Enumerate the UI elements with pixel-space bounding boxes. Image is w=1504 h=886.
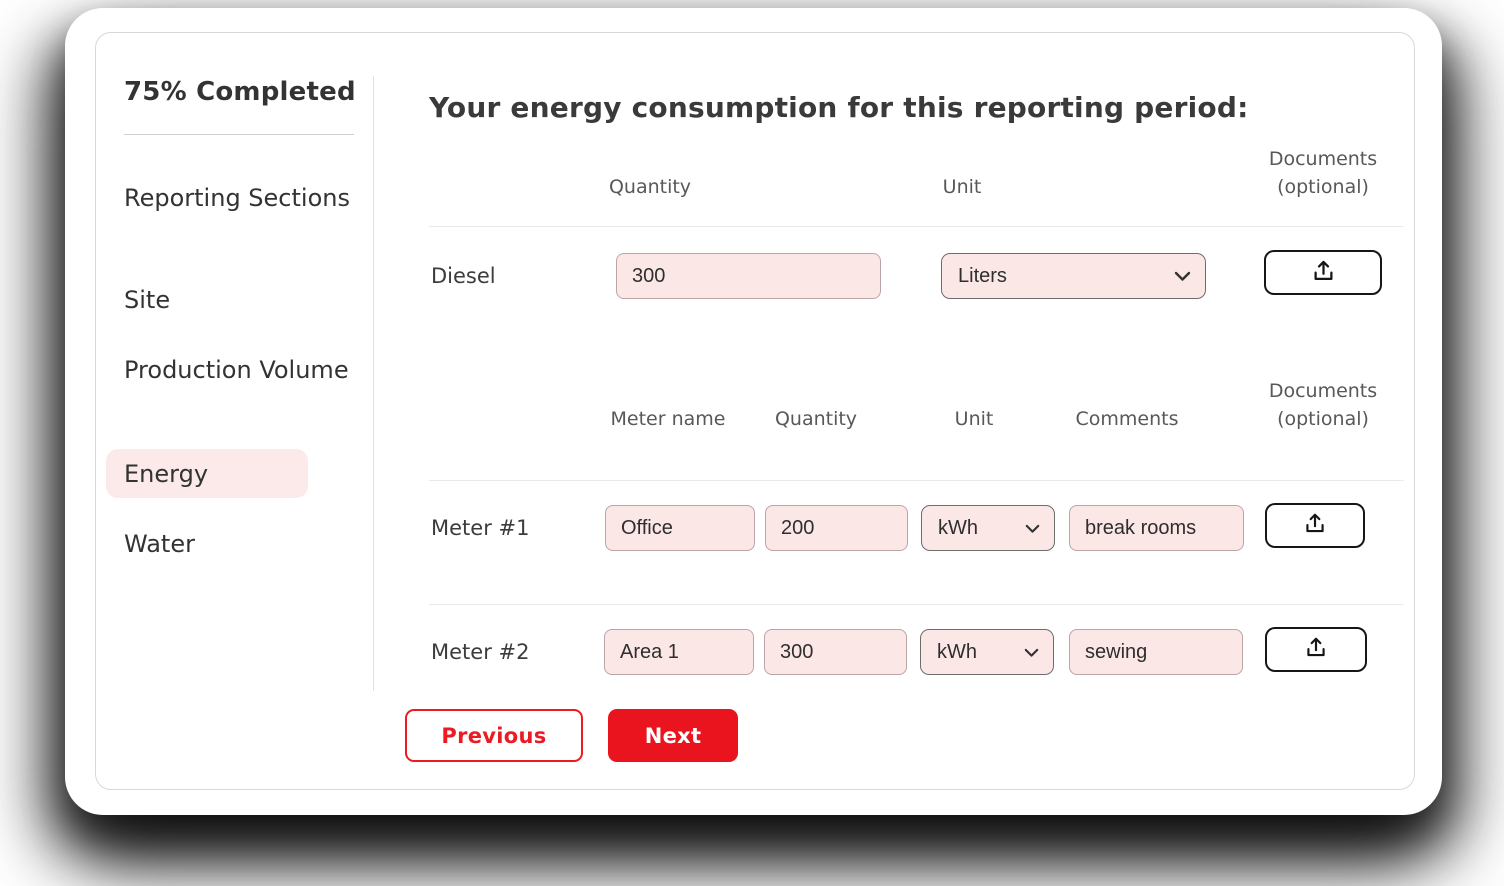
chevron-down-icon [1174, 267, 1191, 286]
sidebar-item-production-volume[interactable]: Production Volume [124, 356, 349, 384]
chevron-down-icon [1024, 643, 1039, 662]
sidebar-content-divider [373, 76, 374, 691]
meter-table-divider-2 [429, 604, 1404, 605]
upload-icon [1310, 258, 1337, 288]
sidebar-item-energy-label: Energy [124, 459, 209, 488]
diesel-quantity-input[interactable] [616, 253, 881, 299]
report-panel: 75% Completed Reporting Sections Site Pr… [95, 32, 1415, 790]
page-title: Your energy consumption for this reporti… [429, 91, 1249, 124]
meter1-unit-select-value: kWh [938, 516, 978, 539]
meter2-unit-select-value: kWh [937, 640, 977, 663]
chevron-down-icon [1025, 519, 1040, 538]
meter-header-comments: Comments [1075, 408, 1179, 430]
meter2-name-input[interactable] [604, 629, 754, 675]
meter2-upload-button[interactable] [1265, 627, 1367, 672]
meter1-comments-input[interactable] [1069, 505, 1244, 551]
meter-header-unit: Unit [954, 408, 994, 430]
progress-label: 75% Completed [124, 77, 356, 107]
previous-button[interactable]: Previous [405, 709, 583, 762]
fuel-header-unit: Unit [942, 176, 982, 198]
meter-header-documents-line2: (optional) [1277, 408, 1369, 430]
meter-header-name: Meter name [610, 408, 726, 430]
sidebar-item-site[interactable]: Site [124, 286, 171, 314]
meter-row-label: Meter #2 [431, 640, 530, 664]
upload-icon [1303, 635, 1329, 664]
sidebar-divider [124, 134, 354, 135]
meter-header-quantity: Quantity [774, 408, 858, 430]
fuel-header-documents-line1: Documents [1268, 148, 1378, 170]
meter1-upload-button[interactable] [1265, 503, 1365, 548]
diesel-unit-select-value: Liters [958, 264, 1007, 287]
fuel-header-quantity: Quantity [608, 176, 692, 198]
diesel-unit-select[interactable]: Liters [941, 253, 1206, 299]
fuel-header-documents: Documents (optional) [1269, 145, 1377, 201]
sidebar-item-water[interactable]: Water [124, 530, 195, 558]
sidebar-item-energy[interactable]: Energy [106, 449, 308, 498]
meter2-unit-select[interactable]: kWh [920, 629, 1054, 675]
meter1-quantity-input[interactable] [765, 505, 908, 551]
meter2-quantity-input[interactable] [764, 629, 907, 675]
fuel-table-divider [429, 226, 1404, 227]
diesel-upload-button[interactable] [1264, 250, 1382, 295]
meter2-comments-input[interactable] [1069, 629, 1243, 675]
meter1-unit-select[interactable]: kWh [921, 505, 1055, 551]
fuel-header-documents-line2: (optional) [1277, 176, 1369, 198]
meter-header-documents: Documents (optional) [1269, 377, 1377, 433]
meter-table-divider-1 [429, 480, 1404, 481]
sidebar-item-reporting-sections[interactable]: Reporting Sections [124, 184, 350, 212]
fuel-row-label: Diesel [431, 264, 496, 288]
upload-icon [1302, 511, 1328, 540]
meter-row-label: Meter #1 [431, 516, 530, 540]
meter1-name-input[interactable] [605, 505, 755, 551]
meter-header-documents-line1: Documents [1268, 380, 1378, 402]
next-button[interactable]: Next [608, 709, 738, 762]
report-card: 75% Completed Reporting Sections Site Pr… [65, 8, 1442, 815]
